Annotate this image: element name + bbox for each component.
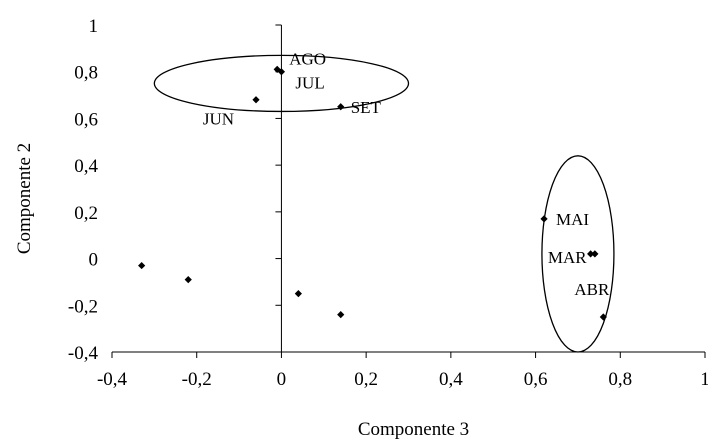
y-tick-label: 1 xyxy=(89,16,99,37)
axes xyxy=(112,25,705,353)
data-point xyxy=(252,96,260,104)
data-point xyxy=(273,65,281,73)
data-point xyxy=(277,68,286,76)
y-tick-label: -0,2 xyxy=(68,296,98,317)
x-tick-label: -0,2 xyxy=(182,369,212,390)
y-tick-label: -0,4 xyxy=(68,343,99,364)
x-tick-label: 0,4 xyxy=(439,369,463,390)
data-point xyxy=(294,290,302,298)
data-point xyxy=(138,261,146,270)
point-label: ABR xyxy=(574,280,610,299)
data-point xyxy=(184,275,192,284)
point-label: MAR xyxy=(548,248,587,267)
x-tick-label: 0,6 xyxy=(524,369,548,390)
data-point xyxy=(599,313,607,321)
x-axis-ticks: -0,4 -0,2 0 0,2 0,4 0,6 0,8 1 xyxy=(97,352,708,390)
x-tick-label: 0,8 xyxy=(608,369,632,390)
data-points xyxy=(138,65,607,321)
point-label: AGO xyxy=(289,49,326,68)
data-point xyxy=(337,103,345,111)
cluster-ellipses xyxy=(153,54,615,353)
y-tick-label: 0 xyxy=(89,250,99,271)
y-tick-label: 0,4 xyxy=(74,156,98,177)
point-label: SET xyxy=(351,98,382,117)
point-label: MAI xyxy=(556,210,589,229)
data-point xyxy=(591,250,599,258)
point-labels: AGO JUL JUN SET MAI MAR ABR xyxy=(203,49,610,299)
x-tick-label: 0,2 xyxy=(354,369,378,390)
y-axis-title: Componente 2 xyxy=(14,143,35,254)
point-label: JUL xyxy=(295,74,324,93)
y-tick-label: 0,2 xyxy=(74,203,98,224)
x-tick-label: 1 xyxy=(700,369,708,390)
y-tick-label: 0,8 xyxy=(74,63,98,84)
y-axis-ticks: -0,4 -0,2 0 0,2 0,4 0,6 0,8 1 xyxy=(68,16,282,364)
data-point xyxy=(587,250,595,258)
y-tick-label: 0,6 xyxy=(74,109,98,130)
x-axis-title: Componente 3 xyxy=(358,419,469,440)
x-tick-label: -0,4 xyxy=(97,369,128,390)
data-point xyxy=(337,311,345,319)
x-tick-label: 0 xyxy=(277,369,287,390)
data-point xyxy=(540,215,548,223)
point-label: JUN xyxy=(203,110,234,129)
